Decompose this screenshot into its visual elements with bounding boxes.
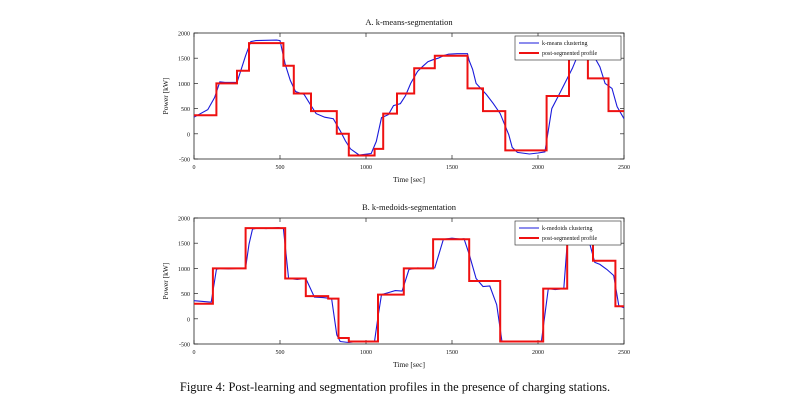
figure-caption: Figure 4: Post-learning and segmentation… [179,380,611,394]
x-tick-label: 2500 [618,350,630,356]
chart-panel-1: A. k-means-segmentation-5000500100015002… [161,17,630,184]
legend-label: k-medoids clustering [542,226,593,232]
y-tick-label: 0 [187,132,190,138]
chart-title: B. k-medoids-segmentation [362,202,457,212]
legend-label: k-means clustering [542,41,588,47]
y-tick-label: 2000 [178,217,190,223]
clustering-series-line [194,39,624,156]
x-tick-label: 2500 [618,165,630,171]
chart-title: A. k-means-segmentation [365,17,453,27]
x-axis-label: Time [sec] [393,360,425,369]
y-tick-label: 1000 [178,82,190,88]
y-tick-label: 1000 [178,267,190,273]
legend-box [514,35,622,61]
segmented-series-line [194,227,624,343]
x-tick-label: 1500 [446,165,458,171]
x-tick-label: 0 [193,165,196,171]
legend-label: post-segmented profile [542,235,597,242]
x-tick-label: 2000 [532,350,544,356]
x-tick-label: 2000 [532,165,544,171]
y-tick-label: 2000 [178,32,190,38]
y-tick-label: -500 [179,343,190,349]
segmented-series-line [194,42,624,157]
legend-box [514,220,622,246]
y-tick-label: 0 [187,317,190,323]
y-tick-label: 500 [181,107,190,113]
y-tick-label: 1500 [178,57,190,63]
x-tick-label: 1500 [446,350,458,356]
y-axis-label: Power [kW] [161,78,170,115]
chart-panel-2: B. k-medoids-segmentation-50005001000150… [161,202,630,369]
legend-label: post-segmented profile [542,50,597,57]
y-axis-label: Power [kW] [161,263,170,300]
x-tick-label: 500 [276,165,285,171]
legend: k-means clustering post-segmented profile [514,35,622,61]
y-tick-label: -500 [179,158,190,164]
y-tick-label: 500 [181,292,190,298]
x-tick-label: 500 [276,350,285,356]
plot-area [193,217,625,345]
x-axis-label: Time [sec] [393,175,425,184]
plot-area [193,32,625,160]
x-tick-label: 0 [193,350,196,356]
x-tick-label: 1000 [360,165,372,171]
x-tick-label: 1000 [360,350,372,356]
y-tick-label: 1500 [178,242,190,248]
legend: k-medoids clustering post-segmented profi… [514,220,622,246]
